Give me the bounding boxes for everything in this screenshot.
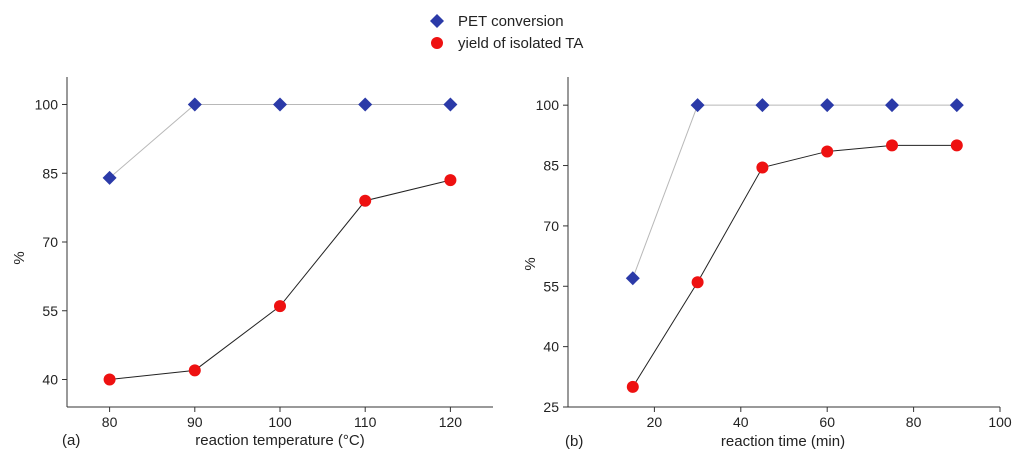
x-tick-label: 100 xyxy=(988,414,1012,430)
pet-conversion-point xyxy=(443,97,458,112)
pet-conversion-point xyxy=(102,170,117,185)
pet-conversion-line xyxy=(632,104,957,279)
pet-conversion-point xyxy=(949,98,964,113)
ta-yield-line xyxy=(109,179,451,380)
y-tick-label: 70 xyxy=(543,218,559,234)
ta-yield-point xyxy=(886,139,898,152)
ta-yield-point xyxy=(821,145,834,158)
x-tick-label: 40 xyxy=(733,414,749,430)
ta-yield-point xyxy=(103,373,116,386)
panel-b-label: (b) xyxy=(565,433,583,450)
pet-conversion-point xyxy=(690,98,705,113)
y-tick-label: 70 xyxy=(42,234,58,250)
legend-entry-ta-yield: yield of isolated TA xyxy=(431,35,583,52)
x-tick-label: 20 xyxy=(647,414,663,430)
panel-b-y-axis-label: % xyxy=(522,257,539,270)
ta-yield-point xyxy=(756,161,769,174)
pet-conversion-point xyxy=(358,97,373,112)
y-tick-label: 85 xyxy=(42,165,58,181)
x-tick-label: 90 xyxy=(187,414,203,430)
pet-conversion-point xyxy=(273,97,287,112)
pet-conversion-point xyxy=(625,271,640,286)
x-tick-label: 110 xyxy=(354,414,377,430)
ta-yield-point xyxy=(950,139,963,152)
pet-conversion-point xyxy=(885,98,899,113)
pet-conversion-line xyxy=(109,104,451,179)
panel-a-axes xyxy=(66,77,493,408)
panel-b-data-points xyxy=(625,98,964,393)
panel-a-series-lines xyxy=(109,104,451,380)
ta-yield-point xyxy=(691,276,704,289)
x-tick-label: 120 xyxy=(439,414,463,430)
pet-conversion-point xyxy=(187,97,202,112)
ta-yield-point xyxy=(188,364,201,377)
ta-yield-point xyxy=(274,300,286,313)
ta-yield-point xyxy=(359,194,372,207)
y-tick-label: 40 xyxy=(42,372,58,388)
pet-conversion-point xyxy=(820,98,835,113)
panel-a-ticks: 80 90 100 110 120 40 55 70 85 100 xyxy=(35,97,463,431)
y-tick-label: 100 xyxy=(536,97,560,113)
ta-yield-point xyxy=(626,380,639,393)
legend-marker-diamond xyxy=(430,14,444,28)
panel-a-data-points xyxy=(102,97,458,386)
legend-marker-circle xyxy=(431,37,443,49)
legend-label-pet-conversion: PET conversion xyxy=(458,13,564,30)
panel-b-time-chart: 20 40 60 80 100 25 40 55 70 85 100 reaction time (… xyxy=(522,77,1012,450)
ta-yield-line xyxy=(632,144,957,388)
panel-b-x-axis-label: reaction time (min) xyxy=(721,433,845,450)
y-tick-label: 100 xyxy=(35,97,59,113)
y-tick-label: 55 xyxy=(42,303,58,319)
legend-label-ta-yield: yield of isolated TA xyxy=(458,35,583,52)
y-tick-label: 40 xyxy=(543,339,559,355)
ta-yield-point xyxy=(444,174,457,187)
panel-a-label: (a) xyxy=(62,432,80,449)
panel-b-ticks: 20 40 60 80 100 25 40 55 70 85 100 xyxy=(536,97,1012,430)
x-tick-label: 60 xyxy=(819,414,835,430)
y-tick-label: 85 xyxy=(543,158,559,174)
y-tick-label: 25 xyxy=(543,399,559,415)
x-tick-label: 80 xyxy=(906,414,922,430)
panel-b-series-lines xyxy=(632,104,957,388)
x-tick-label: 80 xyxy=(102,414,118,430)
pet-conversion-point xyxy=(755,98,770,113)
x-tick-label: 100 xyxy=(268,414,292,430)
panel-b-axes xyxy=(567,77,1000,408)
panel-a-x-axis-label: reaction temperature (°C) xyxy=(195,432,364,449)
panel-a-temperature-chart: 80 90 100 110 120 40 55 70 85 100 reaction temper… xyxy=(11,77,493,449)
legend-entry-pet-conversion: PET conversion xyxy=(430,13,564,30)
panel-a-y-axis-label: % xyxy=(11,251,28,264)
legend: PET conversion yield of isolated TA xyxy=(430,13,583,52)
y-tick-label: 55 xyxy=(543,278,559,294)
